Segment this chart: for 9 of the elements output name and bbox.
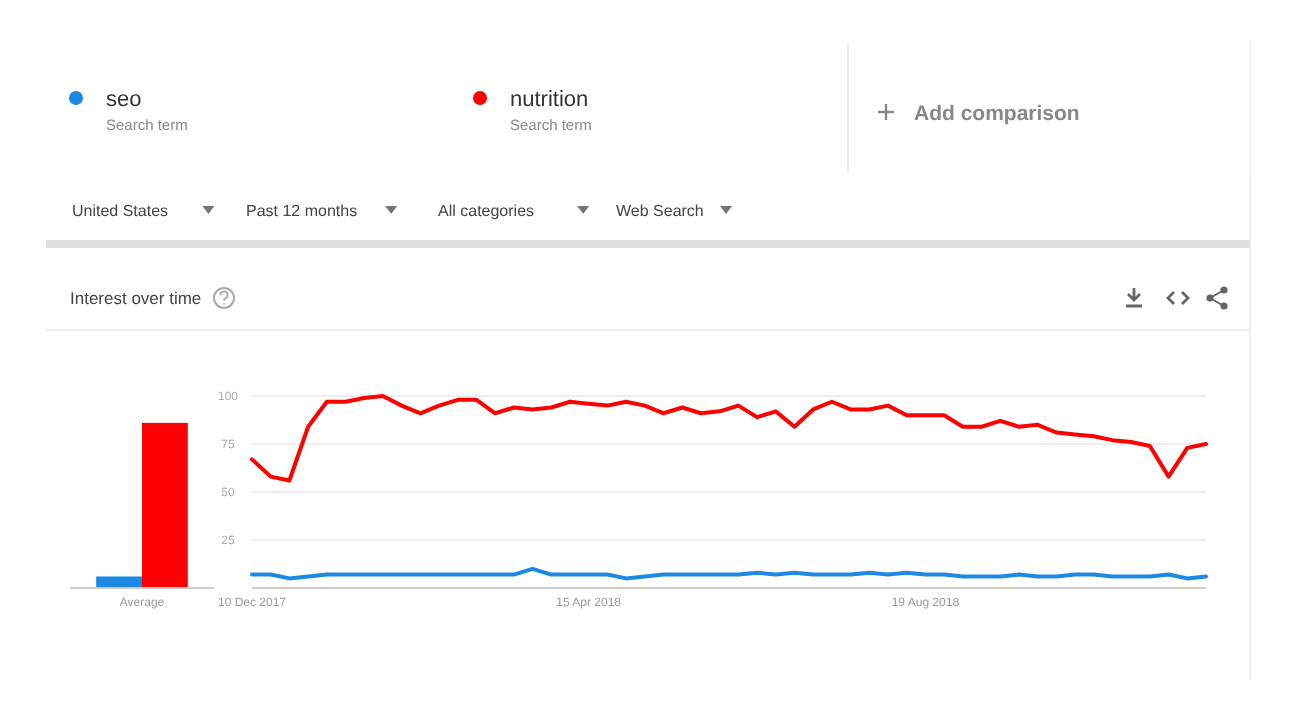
text: Interest over time (70, 288, 202, 308)
line-series (250, 394, 1208, 483)
legend-label: seo (106, 88, 142, 112)
text: United States (72, 202, 169, 220)
text: All categories (438, 202, 535, 220)
text: Add comparison (914, 102, 1080, 126)
text: Past 12 months (246, 202, 358, 220)
text: Web Search (616, 202, 704, 220)
legend-label: nutrition (510, 88, 589, 112)
